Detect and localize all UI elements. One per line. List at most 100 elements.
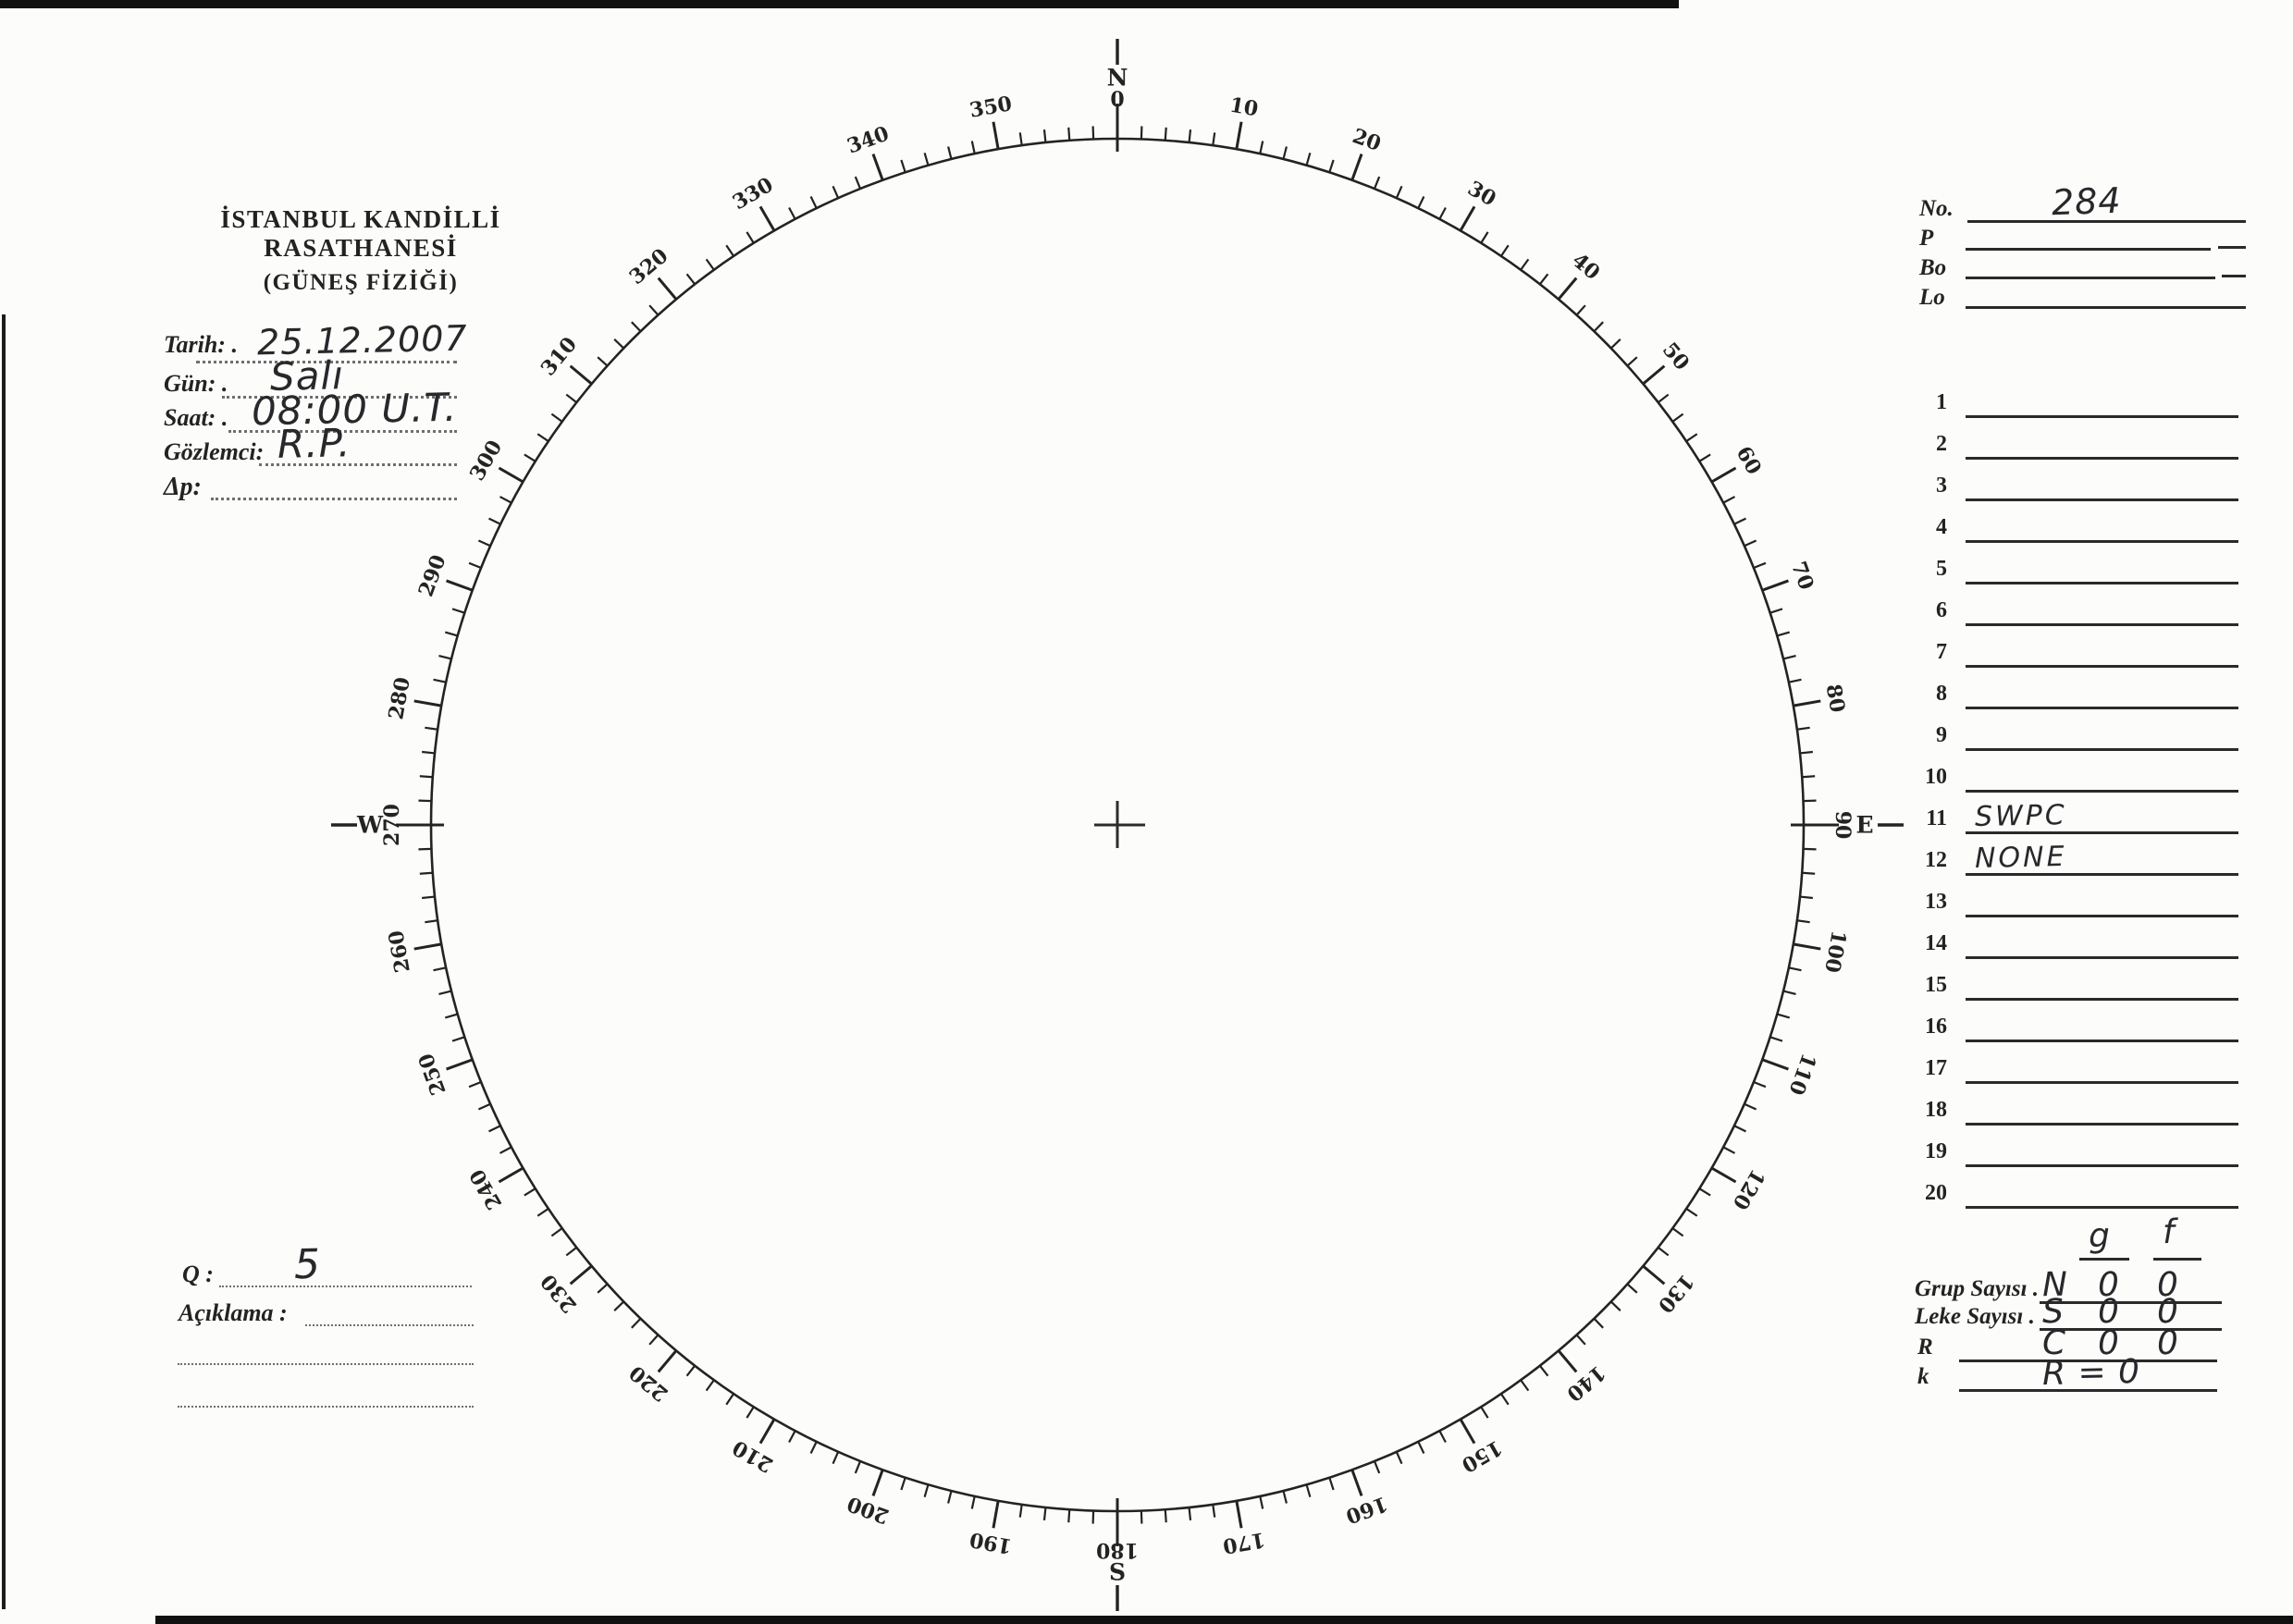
dotted-line-saat	[228, 430, 457, 433]
list-row-line	[1966, 1040, 2238, 1042]
field-label-gun: Gün: .	[164, 370, 228, 397]
svg-text:90: 90	[1831, 811, 1855, 840]
list-row-number: 14	[1925, 931, 1947, 955]
list-row-line	[1966, 748, 2238, 751]
svg-text:260: 260	[384, 929, 415, 975]
summary-row-label: Grup Sayısı .	[1915, 1276, 2040, 1301]
svg-text:340: 340	[844, 121, 892, 158]
list-row-number: 17	[1925, 1056, 1947, 1080]
field-label-saat: Saat: .	[164, 404, 228, 431]
id-line-no	[1967, 220, 2246, 223]
list-row-number: 7	[1936, 640, 1947, 664]
svg-text:170: 170	[1221, 1527, 1267, 1558]
dotted-line-dp	[211, 498, 457, 500]
list-row-number: 12	[1925, 848, 1947, 872]
list-row-number: 15	[1925, 973, 1947, 997]
field-label-gozlemci: Gözlemci:	[164, 438, 265, 465]
id-label-bo: Bo	[1919, 255, 1947, 280]
summary-row-letter: R = 0	[2041, 1352, 2141, 1394]
list-row-line	[1966, 873, 2238, 876]
center-cross	[1094, 801, 1145, 848]
svg-text:120: 120	[1728, 1165, 1769, 1214]
cardinal-letter-n: N	[1107, 65, 1128, 92]
list-row-number: 9	[1936, 723, 1947, 747]
svg-text:40: 40	[1567, 249, 1604, 286]
summary-col-header-f-underline	[2153, 1258, 2201, 1261]
svg-text:130: 130	[1653, 1270, 1698, 1318]
list-row-number: 11	[1926, 806, 1947, 830]
org-title: İSTANBUL KANDİLLİ RASATHANESİ	[220, 205, 501, 262]
svg-text:210: 210	[729, 1435, 778, 1477]
dotted-line-tarih	[196, 361, 457, 363]
list-row-number: 2	[1936, 432, 1947, 456]
svg-text:180: 180	[1096, 1538, 1139, 1562]
list-row-line	[1966, 1123, 2238, 1126]
cardinal-letter-w: W	[356, 812, 384, 839]
id-line-p-dash	[2218, 246, 2246, 249]
dial-circle	[429, 137, 1806, 1513]
summary-row-line	[2040, 1301, 2222, 1304]
id-line-lo	[1966, 306, 2246, 309]
q-label: Q :	[182, 1261, 214, 1287]
scan-edge-left	[2, 314, 6, 1609]
summary-row-line	[2040, 1328, 2222, 1331]
list-row-number: 19	[1925, 1139, 1947, 1163]
svg-text:110: 110	[1783, 1050, 1820, 1098]
list-row-number: 5	[1936, 557, 1947, 581]
list-row-line	[1966, 457, 2238, 460]
list-row-number: 1	[1936, 390, 1947, 414]
list-row-line	[1966, 540, 2238, 543]
dotted-line-gozlemci	[259, 463, 457, 466]
aciklama-label: Açıklama :	[179, 1299, 288, 1326]
id-label-no: No.	[1919, 196, 1954, 221]
summary-row-line	[1959, 1359, 2217, 1362]
list-row-line	[1966, 665, 2238, 668]
cardinal-letter-s: S	[1109, 1559, 1126, 1586]
list-row-number: 4	[1936, 515, 1947, 539]
svg-text:10: 10	[1227, 93, 1260, 122]
svg-text:0: 0	[1110, 88, 1124, 112]
svg-text:320: 320	[625, 244, 673, 289]
list-row-line	[1966, 998, 2238, 1001]
q-value: 5	[293, 1240, 322, 1289]
svg-text:250: 250	[413, 1050, 450, 1098]
id-value-no: 284	[2051, 179, 2123, 224]
q-dotted-line	[219, 1286, 472, 1287]
svg-text:300: 300	[465, 437, 507, 486]
aciklama-dotted-line	[305, 1324, 474, 1326]
list-row-line	[1966, 1206, 2238, 1209]
org-subtitle: (GÜNEŞ FİZİĞİ)	[263, 270, 459, 295]
id-line-p	[1966, 248, 2211, 251]
svg-text:240: 240	[465, 1165, 507, 1214]
list-row-number: 18	[1925, 1098, 1947, 1122]
svg-text:200: 200	[844, 1491, 892, 1528]
scan-strip-top	[0, 0, 1679, 8]
svg-text:230: 230	[536, 1270, 582, 1318]
list-row-number: 6	[1936, 598, 1947, 622]
svg-text:290: 290	[413, 551, 450, 599]
list-row-value: NONE	[1974, 840, 2067, 876]
scan-strip-bottom	[155, 1616, 2293, 1624]
svg-text:270: 270	[380, 804, 404, 846]
summary-col-header-f: f	[2162, 1212, 2176, 1252]
svg-text:30: 30	[1463, 177, 1500, 212]
id-label-lo: Lo	[1919, 285, 1945, 310]
id-line-bo-dash	[2222, 275, 2246, 277]
id-label-p: P	[1919, 226, 1934, 251]
list-row-line	[1966, 1081, 2238, 1084]
list-row-number: 16	[1925, 1015, 1947, 1039]
summary-row-label: R	[1917, 1335, 1933, 1359]
svg-text:310: 310	[536, 333, 582, 381]
list-row-number: 8	[1936, 682, 1947, 706]
summary-row-label: k	[1917, 1364, 1929, 1389]
list-row-line	[1966, 790, 2238, 793]
svg-text:350: 350	[968, 92, 1014, 123]
list-row-line	[1966, 956, 2238, 959]
list-row-line	[1966, 707, 2238, 709]
svg-text:80: 80	[1821, 683, 1850, 715]
svg-text:150: 150	[1458, 1435, 1507, 1477]
aciklama-dotted-line-3	[178, 1406, 474, 1408]
svg-text:220: 220	[625, 1360, 673, 1406]
